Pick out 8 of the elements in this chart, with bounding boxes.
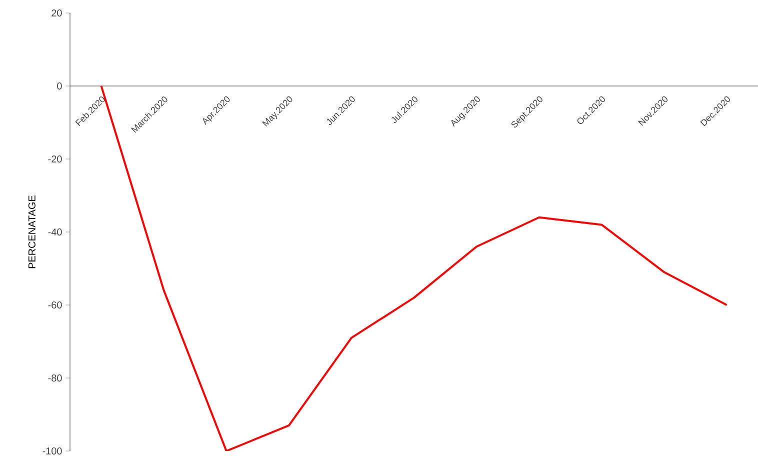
y-tick-label: -80 [48, 374, 62, 382]
y-tick-label: -40 [48, 228, 62, 236]
y-tick-label: 0 [57, 82, 62, 90]
y-tick-label: -100 [42, 447, 62, 455]
y-axis-title: PERCENATAGE [28, 196, 36, 268]
y-tick-label: -60 [48, 301, 62, 309]
y-tick-label: 20 [52, 9, 62, 17]
y-tick-label: -20 [48, 155, 62, 163]
